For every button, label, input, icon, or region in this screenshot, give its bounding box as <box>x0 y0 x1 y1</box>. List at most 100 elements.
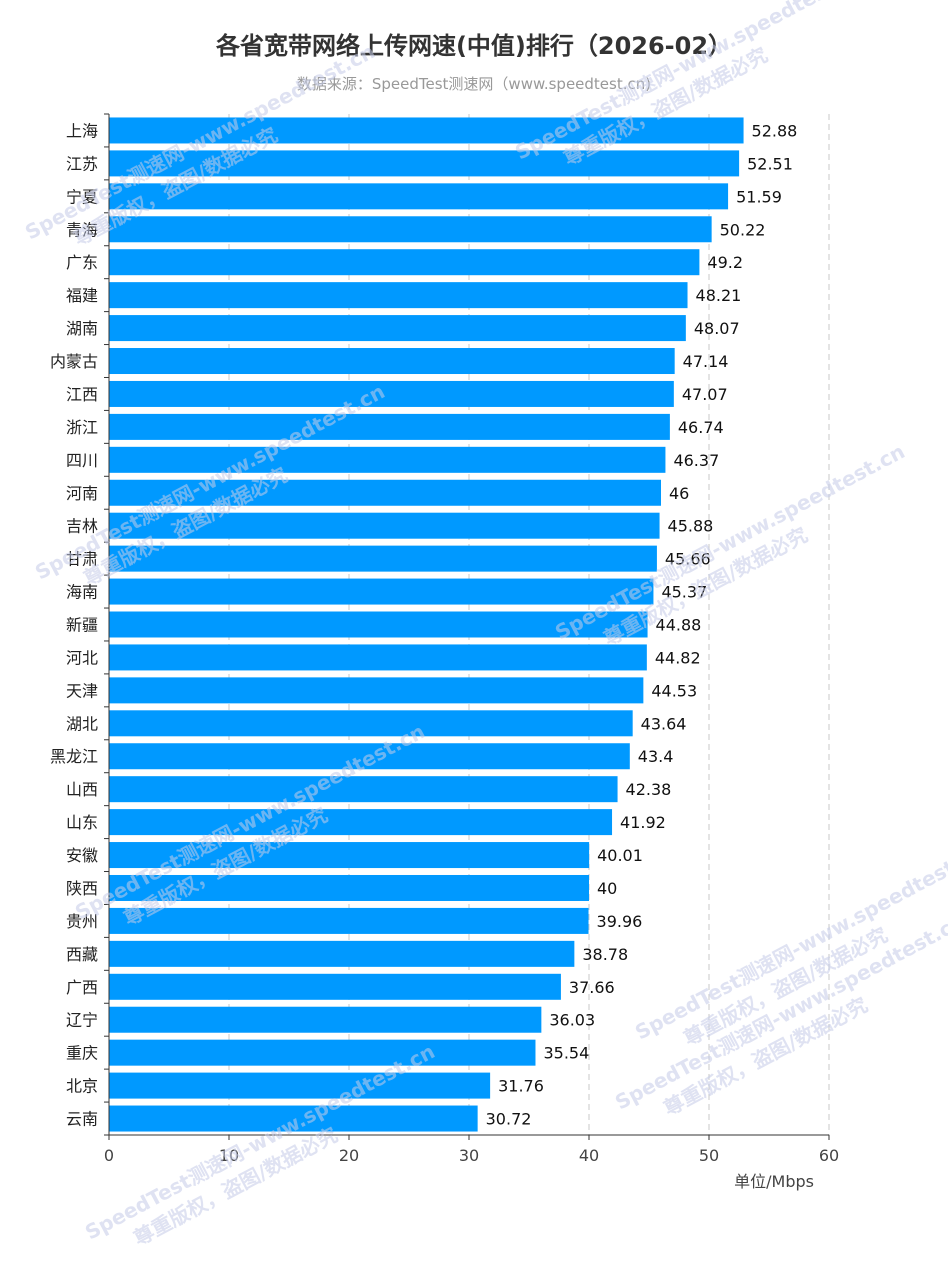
value-label: 48.07 <box>694 319 740 338</box>
value-label: 52.88 <box>752 121 798 140</box>
value-label: 45.37 <box>661 583 707 602</box>
x-tick-label: 0 <box>104 1146 114 1165</box>
value-label: 47.14 <box>683 352 729 371</box>
category-label: 四川 <box>66 451 98 470</box>
category-label: 陕西 <box>66 879 98 898</box>
category-label: 山东 <box>66 813 98 832</box>
bar <box>109 512 660 539</box>
chart-title: 各省宽带网络上传网速(中值)排行（2026-02） <box>215 32 732 60</box>
category-label: 江西 <box>66 385 98 404</box>
category-label: 贵州 <box>66 912 98 931</box>
x-tick-labels: 0 10 20 30 40 50 60 <box>104 1135 839 1165</box>
bar <box>109 348 675 375</box>
value-label: 40.01 <box>597 846 643 865</box>
bar <box>109 545 657 572</box>
bar <box>109 315 686 342</box>
bar <box>109 644 647 671</box>
category-label: 青海 <box>66 220 98 239</box>
bar <box>109 249 700 276</box>
bar <box>109 776 618 803</box>
category-label: 天津 <box>66 681 98 700</box>
category-label: 黑龙江 <box>50 747 98 766</box>
value-label: 38.78 <box>582 945 628 964</box>
value-label: 48.21 <box>696 286 742 305</box>
bar <box>109 842 590 869</box>
value-label: 37.66 <box>569 978 615 997</box>
value-label: 42.38 <box>626 780 672 799</box>
category-label: 辽宁 <box>66 1011 98 1030</box>
value-label: 39.96 <box>597 912 643 931</box>
value-label: 44.82 <box>655 648 701 667</box>
category-label: 浙江 <box>66 418 98 437</box>
category-label: 上海 <box>66 121 98 140</box>
bar <box>109 907 589 934</box>
category-label: 河北 <box>66 648 98 667</box>
value-label: 50.22 <box>720 220 766 239</box>
bar <box>109 479 661 506</box>
bar <box>109 1006 542 1033</box>
value-label: 31.76 <box>498 1077 544 1096</box>
bar <box>109 380 674 407</box>
value-label: 43.64 <box>641 714 687 733</box>
bar <box>109 1072 491 1099</box>
category-label: 河南 <box>66 484 98 503</box>
value-label: 40 <box>597 879 617 898</box>
value-label: 46.37 <box>673 451 719 470</box>
bar <box>109 1039 536 1066</box>
category-label: 广东 <box>66 253 98 272</box>
category-label: 甘肃 <box>66 550 98 569</box>
category-labels: 上海江苏宁夏青海广东福建湖南内蒙古江西浙江四川河南吉林甘肃海南新疆河北天津湖北黑… <box>50 121 98 1128</box>
bar <box>109 677 644 704</box>
category-label: 宁夏 <box>66 187 98 206</box>
x-tick-label: 60 <box>819 1146 839 1165</box>
category-label: 海南 <box>66 583 98 602</box>
watermark-line1: SpeedTest测速网-www.speedtest.cn <box>81 1039 439 1244</box>
value-label: 30.72 <box>486 1110 532 1129</box>
bar <box>109 578 654 605</box>
category-label: 内蒙古 <box>50 352 98 371</box>
x-tick-label: 30 <box>459 1146 479 1165</box>
value-label: 41.92 <box>620 813 666 832</box>
bar <box>109 973 561 1000</box>
value-label: 45.88 <box>668 517 714 536</box>
x-tick-label: 40 <box>579 1146 599 1165</box>
value-label: 51.59 <box>736 187 782 206</box>
category-label: 云南 <box>66 1110 98 1129</box>
bar <box>109 874 589 901</box>
x-axis-unit-label: 单位/Mbps <box>734 1172 814 1191</box>
bar <box>109 413 670 440</box>
value-label: 52.51 <box>747 154 793 173</box>
bar <box>109 183 729 210</box>
bar <box>109 710 633 737</box>
value-labels: 52.88 52.51 51.59 50.22 49.2 48.21 48.07 47.14 4… <box>486 121 798 1128</box>
bar <box>109 282 688 309</box>
bar <box>109 743 630 770</box>
category-label: 广西 <box>66 978 98 997</box>
category-label: 湖南 <box>66 319 98 338</box>
value-label: 44.88 <box>656 616 702 635</box>
category-label: 西藏 <box>66 945 98 964</box>
bar <box>109 1105 478 1132</box>
value-label: 45.66 <box>665 550 711 569</box>
category-label: 北京 <box>66 1077 98 1096</box>
x-tick-label: 50 <box>699 1146 719 1165</box>
value-label: 35.54 <box>543 1044 589 1063</box>
bar <box>109 611 648 638</box>
category-label: 江苏 <box>66 154 98 173</box>
category-label: 安徽 <box>66 846 98 865</box>
bar <box>109 809 613 836</box>
value-label: 47.07 <box>682 385 728 404</box>
x-tick-label: 10 <box>219 1146 239 1165</box>
x-tick-label: 20 <box>339 1146 359 1165</box>
bar <box>109 117 744 144</box>
bars-group <box>109 117 744 1132</box>
value-label: 46 <box>669 484 689 503</box>
category-label: 山西 <box>66 780 98 799</box>
chart-subtitle: 数据来源：SpeedTest测速网（www.speedtest.cn) <box>297 75 651 93</box>
category-label: 湖北 <box>66 714 98 733</box>
value-label: 43.4 <box>638 747 674 766</box>
value-label: 46.74 <box>678 418 724 437</box>
bar <box>109 940 575 967</box>
category-label: 吉林 <box>66 517 98 536</box>
